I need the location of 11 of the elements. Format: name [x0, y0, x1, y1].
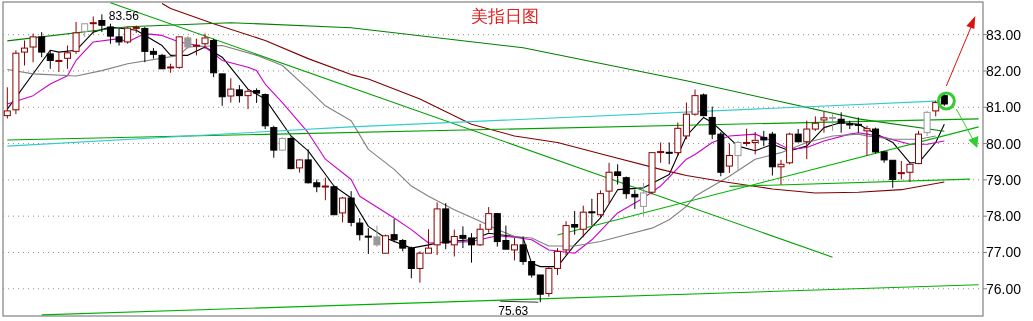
annotation: 75.63 [498, 304, 529, 319]
y-tick-label: 82.00 [986, 62, 1022, 79]
y-tick-label: 83.00 [986, 26, 1022, 43]
y-tick-label: 79.00 [986, 171, 1022, 188]
y-tick-label: 78.00 [986, 208, 1022, 225]
y-tick-label: 77.00 [986, 244, 1022, 261]
annotation: 83.56 [108, 9, 140, 24]
y-tick-label: 80.00 [986, 135, 1022, 152]
y-tick-label: 81.00 [986, 99, 1022, 116]
y-tick-label: 76.00 [986, 280, 1022, 297]
chart-title: 美指日图 [471, 6, 539, 26]
